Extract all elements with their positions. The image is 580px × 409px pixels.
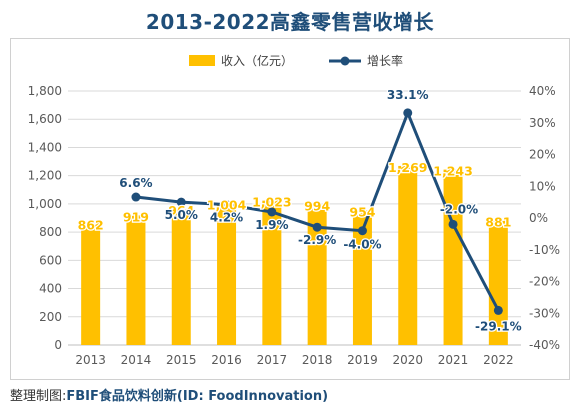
bar <box>262 200 282 345</box>
growth-point <box>403 108 413 118</box>
y-right-tick-label: 0% <box>529 211 548 225</box>
y-right-tick-label: -30% <box>529 306 560 320</box>
source-prefix: 整理制图: <box>10 389 67 404</box>
growth-point <box>448 219 458 229</box>
y-left-tick-label: 0 <box>54 338 62 352</box>
growth-value-label: 4.2% <box>210 211 243 225</box>
bar <box>352 210 372 345</box>
bar <box>126 215 146 345</box>
bar-value-label: 1,023 <box>252 195 292 210</box>
bar-value-label: 1,269 <box>388 160 428 175</box>
growth-point <box>493 305 503 315</box>
bar <box>443 169 463 345</box>
growth-value-label: 1.9% <box>255 218 288 232</box>
growth-point <box>357 226 367 236</box>
legend-marker-line <box>340 56 350 66</box>
bar <box>171 208 191 345</box>
x-tick-label: 2022 <box>483 353 514 367</box>
bar-value-label: 919 <box>123 209 149 224</box>
growth-point <box>222 200 232 210</box>
y-right-tick-label: -20% <box>529 275 560 289</box>
x-tick-label: 2018 <box>302 353 333 367</box>
y-left-tick-label: 200 <box>39 310 62 324</box>
growth-point <box>312 222 322 232</box>
chart-title: 2013-2022高鑫零售营收增长 <box>145 10 435 34</box>
x-tick-label: 2015 <box>166 353 197 367</box>
source-note: 整理制图:FBIF食品饮料创新(ID: FoodInnovation) <box>10 385 328 404</box>
growth-point <box>176 197 186 207</box>
y-left-tick-label: 1,200 <box>28 169 62 183</box>
y-left-tick-label: 1,800 <box>28 84 62 98</box>
growth-value-label: 5.0% <box>165 208 198 222</box>
x-tick-label: 2014 <box>121 353 152 367</box>
bar-value-label: 964 <box>168 203 194 218</box>
bar <box>398 165 418 345</box>
y-left-tick-label: 1,600 <box>28 112 62 126</box>
growth-point <box>131 192 141 202</box>
source-brand-logo: FBIF <box>66 389 99 404</box>
growth-value-label: 6.6% <box>119 176 152 190</box>
bar <box>81 223 101 345</box>
legend-swatch-bar <box>189 55 215 66</box>
bar-value-label: 862 <box>78 217 104 232</box>
bar <box>307 204 327 345</box>
bar-value-label: 1,243 <box>433 164 473 179</box>
y-left-tick-label: 800 <box>39 225 62 239</box>
y-right-tick-label: -40% <box>529 338 560 352</box>
chart-svg: 0 200 400 600 800 1,000 1,200 1,400 1,600 1,800 -4… <box>28 53 560 367</box>
y-right-tick-label: 40% <box>529 84 556 98</box>
x-tick-label: 2020 <box>392 353 423 367</box>
y-left-tick-label: 400 <box>39 282 62 296</box>
bar-value-label: 994 <box>304 199 330 214</box>
y-right-tick-label: 10% <box>529 179 556 193</box>
bar-value-label: 881 <box>485 215 511 230</box>
growth-value-label: -2.9% <box>298 233 336 247</box>
growth-point <box>267 207 277 217</box>
x-tick-label: 2016 <box>211 353 242 367</box>
growth-value-label: 33.1% <box>387 88 429 102</box>
x-tick-label: 2021 <box>438 353 469 367</box>
x-tick-label: 2019 <box>347 353 378 367</box>
bar <box>488 220 508 345</box>
y-right-tick-label: -10% <box>529 243 560 257</box>
bar-value-label: 1,004 <box>207 197 247 212</box>
bar-value-label: 954 <box>349 204 375 219</box>
y-right-tick-label: 20% <box>529 148 556 162</box>
legend-label-bar: 收入（亿元） <box>221 53 293 68</box>
growth-value-label: -2.0% <box>440 202 478 216</box>
chart-frame: 0 200 400 600 800 1,000 1,200 1,400 1,600 1,800 -4… <box>10 38 570 380</box>
y-left-tick-label: 600 <box>39 253 62 267</box>
y-right-tick-label: 30% <box>529 116 556 130</box>
x-tick-label: 2013 <box>75 353 106 367</box>
growth-value-label: -29.1% <box>475 319 522 333</box>
source-name: 食品饮料创新(ID: FoodInnovation) <box>98 389 329 404</box>
legend-label-line: 增长率 <box>367 53 403 68</box>
bar <box>217 203 237 345</box>
y-left-tick-label: 1,000 <box>28 197 62 211</box>
growth-value-label: -4.0% <box>343 238 381 252</box>
y-left-tick-label: 1,400 <box>28 140 62 154</box>
x-tick-label: 2017 <box>257 353 288 367</box>
